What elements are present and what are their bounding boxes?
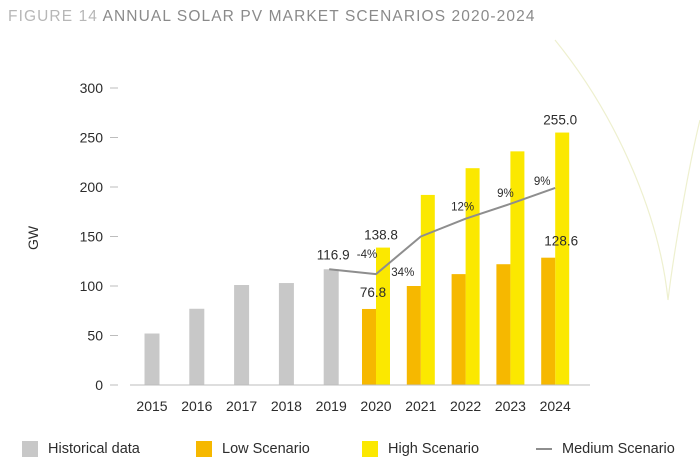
y-tick-label: 100 xyxy=(80,278,104,294)
data-label: 76.8 xyxy=(360,285,386,300)
y-tick-label: 150 xyxy=(80,229,104,245)
x-tick-label: 2023 xyxy=(495,398,526,414)
legend-label-medium: Medium Scenario xyxy=(562,441,675,457)
legend: Historical data Low Scenario High Scenar… xyxy=(22,441,700,463)
bar-high-scenario xyxy=(510,151,525,385)
figure-number: FIGURE 14 xyxy=(8,8,99,25)
x-tick-label: 2015 xyxy=(136,398,167,414)
data-label: 116.9 xyxy=(317,247,350,262)
legend-item-high: High Scenario xyxy=(362,441,479,457)
bar-high-scenario xyxy=(376,247,390,385)
figure-title: FIGURE 14 ANNUAL SOLAR PV MARKET SCENARI… xyxy=(8,8,536,26)
x-tick-label: 2017 xyxy=(226,398,257,414)
data-label: 255.0 xyxy=(543,113,577,128)
data-label: 138.8 xyxy=(364,228,398,243)
bars xyxy=(144,132,570,385)
legend-swatch-historical xyxy=(22,441,38,457)
legend-label-high: High Scenario xyxy=(388,441,480,457)
growth-label: 12% xyxy=(451,202,474,214)
x-tick-label: 2018 xyxy=(271,398,302,414)
x-tick-label: 2019 xyxy=(316,398,347,414)
legend-label-low: Low Scenario xyxy=(222,441,310,457)
legend-swatch-medium xyxy=(536,448,552,450)
bar-historical xyxy=(144,333,160,385)
bar-high-scenario xyxy=(555,132,570,385)
bar-low-scenario xyxy=(406,286,421,385)
figure-title-text: ANNUAL SOLAR PV MARKET SCENARIOS 2020-20… xyxy=(102,8,536,25)
y-tick-label: 300 xyxy=(80,80,104,96)
bar-high-scenario xyxy=(465,168,480,385)
y-tick-label: 0 xyxy=(95,377,103,393)
bar-low-scenario xyxy=(362,308,376,385)
legend-swatch-low xyxy=(196,441,212,457)
bar-low-scenario xyxy=(541,257,556,385)
data-label: 128.6 xyxy=(544,234,578,249)
bar-historical xyxy=(278,283,294,385)
medium-scenario-line-group xyxy=(329,187,556,276)
x-tick-label: 2021 xyxy=(405,398,436,414)
legend-swatch-high xyxy=(362,441,378,457)
bar-historical xyxy=(323,269,339,385)
bar-historical xyxy=(234,285,250,385)
bar-low-scenario xyxy=(451,274,466,385)
legend-item-low: Low Scenario xyxy=(196,441,310,457)
legend-item-historical: Historical data xyxy=(22,441,140,457)
growth-label: 9% xyxy=(497,188,514,200)
x-tick-label: 2024 xyxy=(540,398,571,414)
y-axis: 0 50 100 150 200 250 300 xyxy=(80,80,118,393)
bar-high-scenario xyxy=(420,194,435,385)
growth-label: 9% xyxy=(534,176,551,188)
data-labels: 116.9 138.8 76.8 255.0 128.6 -4% 34% 12% 9% 9% xyxy=(317,113,578,300)
decorative-arc xyxy=(554,39,700,301)
x-tick-label: 2020 xyxy=(360,398,391,414)
bar-low-scenario xyxy=(496,264,511,385)
y-tick-label: 200 xyxy=(80,179,104,195)
growth-label: 34% xyxy=(391,267,414,279)
legend-item-medium: Medium Scenario xyxy=(536,441,675,457)
x-tick-label: 2016 xyxy=(181,398,212,414)
legend-label-historical: Historical data xyxy=(48,441,140,457)
x-axis: 2015 2016 2017 2018 2019 2020 2021 2022 2023 2024 xyxy=(130,384,590,414)
medium-scenario-line xyxy=(329,187,556,276)
y-tick-label: 250 xyxy=(80,130,104,146)
y-tick-label: 50 xyxy=(87,328,103,344)
growth-label: -4% xyxy=(357,249,377,261)
y-axis-title: GW xyxy=(25,225,41,250)
x-tick-label: 2022 xyxy=(450,398,481,414)
bar-historical xyxy=(189,308,205,385)
